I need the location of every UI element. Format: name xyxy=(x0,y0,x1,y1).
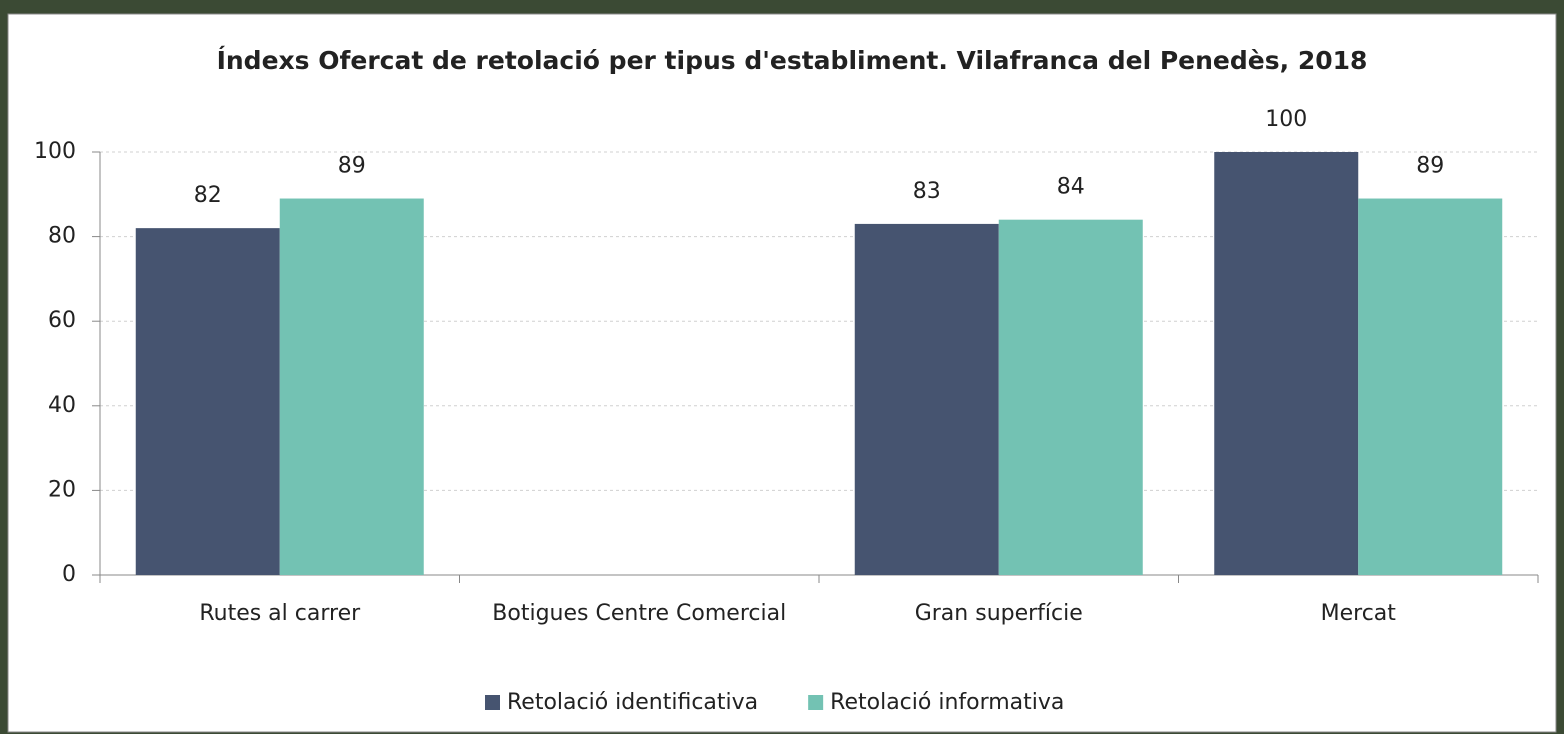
legend-label: Retolació identificativa xyxy=(507,690,758,715)
y-tick-label: 60 xyxy=(48,308,76,333)
legend-swatch xyxy=(485,695,500,710)
chart-title: Índexs Ofercat de retolació per tipus d'… xyxy=(217,46,1368,75)
data-label: 83 xyxy=(913,179,941,204)
y-tick-label: 40 xyxy=(48,393,76,418)
x-tick-label: Mercat xyxy=(1321,601,1397,626)
x-tick-label: Rutes al carrer xyxy=(199,601,361,626)
legend-swatch xyxy=(808,695,824,710)
y-tick-label: 100 xyxy=(34,139,76,164)
y-tick-label: 20 xyxy=(48,477,76,502)
x-tick-label: Botigues Centre Comercial xyxy=(492,601,786,626)
bar xyxy=(135,228,280,575)
data-label: 82 xyxy=(194,183,222,208)
y-tick-label: 0 xyxy=(62,562,76,587)
bar xyxy=(854,223,999,575)
data-label: 89 xyxy=(1416,154,1444,179)
bar xyxy=(998,219,1143,575)
bar xyxy=(1214,152,1359,575)
y-tick-label: 80 xyxy=(48,224,76,249)
legend-label: Retolació informativa xyxy=(830,690,1064,715)
bar xyxy=(1358,198,1503,575)
data-label: 100 xyxy=(1265,107,1307,132)
x-tick-label: Gran superfície xyxy=(915,601,1083,626)
data-label: 89 xyxy=(338,154,366,179)
bar xyxy=(279,198,424,575)
data-label: 84 xyxy=(1057,175,1085,200)
